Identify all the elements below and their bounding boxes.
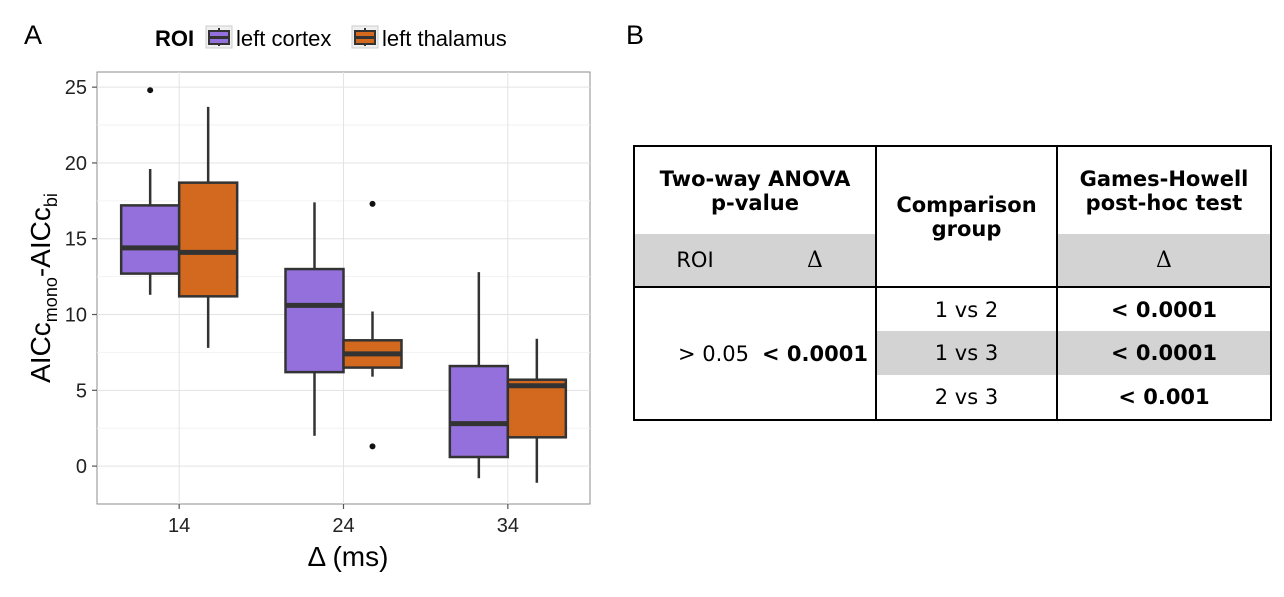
anova-roi-value: > 0.05 (677, 341, 749, 366)
box-left-cortex-34 (448, 272, 510, 479)
legend-label-left-cortex: left cortex (236, 26, 331, 51)
box-iqr (119, 204, 181, 275)
box-left-thalamus-14 (177, 106, 239, 348)
header-comparison: Comparison group (875, 146, 1057, 287)
results-table: Two-way ANOVA p-value Comparison group G… (633, 145, 1272, 421)
legend-title: ROI (155, 26, 194, 51)
subheader-delta: Δ (807, 247, 823, 273)
subheader-gh-delta: Δ (1056, 234, 1271, 287)
y-tick-label-0: 0 (76, 456, 87, 478)
y-tick-label-15: 15 (65, 229, 87, 251)
outlier-point (369, 443, 376, 450)
y-tick-label-10: 10 (65, 305, 87, 327)
y-tick-label-20: 20 (65, 153, 87, 175)
box-left-cortex-24 (284, 202, 345, 436)
box-left-cortex-14 (119, 87, 181, 295)
y-label-base2: AICc (25, 207, 56, 268)
y-label-base1: AICc (25, 322, 56, 383)
x-tick-label-34: 34 (497, 515, 519, 537)
y-axis: 0 5 10 15 20 25 (65, 77, 97, 478)
header-anova-line2: p-value (711, 190, 799, 215)
y-tick-label-25: 25 (65, 77, 87, 99)
y-label-sub2: bi (41, 193, 61, 207)
anova-delta-value: < 0.0001 (762, 341, 868, 366)
panel-label-b: B (626, 20, 645, 50)
outlier-point (369, 200, 376, 207)
header-anova-line1: Two-way ANOVA (659, 166, 851, 191)
y-label-sub1: mono (41, 277, 61, 322)
box-iqr (177, 181, 239, 298)
box-iqr (284, 267, 345, 374)
header-anova: Two-way ANOVA p-value (634, 146, 876, 234)
x-tick-label-14: 14 (168, 515, 190, 537)
x-tick-label-24: 24 (332, 515, 354, 537)
legend-key-left-thalamus (351, 25, 379, 49)
box-iqr (448, 364, 510, 459)
legend: ROI left cortex left thalamus (155, 25, 507, 51)
header-games-howell: Games-Howell post-hoc test (1056, 146, 1271, 234)
y-axis-label: AICcmono-AICcbi (25, 193, 61, 383)
comparison-row-3: 2 vs 3 (875, 375, 1057, 420)
x-axis-label: Δ (ms) (308, 541, 389, 572)
subheader-roi: ROI (676, 248, 714, 272)
header-gh-line1: Games-Howell (1079, 166, 1249, 191)
comparison-row-2: 1 vs 3 (875, 331, 1057, 375)
box-series (119, 87, 568, 483)
outlier-point (147, 87, 154, 94)
gh-p-row-1: < 0.0001 (1056, 287, 1271, 331)
y-label-dash: - (25, 268, 56, 277)
legend-label-left-thalamus: left thalamus (382, 26, 507, 51)
box-iqr (506, 378, 568, 439)
gh-p-row-2: < 0.0001 (1056, 331, 1271, 375)
header-gh-line2: post-hoc test (1085, 190, 1243, 215)
box-left-thalamus-34 (506, 338, 568, 483)
legend-key-left-cortex (205, 25, 233, 49)
panel-label-a: A (24, 20, 43, 50)
x-axis: 14 24 34 (168, 504, 519, 537)
box-left-thalamus-24 (342, 200, 403, 450)
results-table-container: Two-way ANOVA p-value Comparison group G… (633, 145, 1272, 421)
comparison-row-1: 1 vs 2 (875, 287, 1057, 331)
header-comparison-line2: group (931, 216, 1002, 241)
gh-p-row-3: < 0.001 (1056, 375, 1271, 420)
y-tick-label-5: 5 (76, 380, 87, 402)
header-comparison-line1: Comparison (896, 192, 1037, 217)
